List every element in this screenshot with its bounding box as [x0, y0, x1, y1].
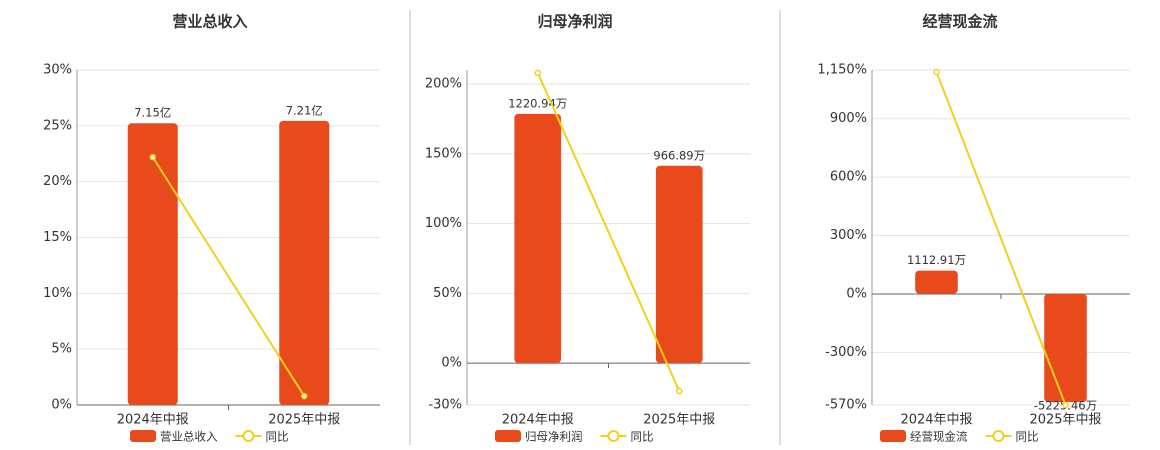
y-tick-label: 300% — [830, 228, 867, 243]
y-tick-label: 25% — [43, 118, 72, 133]
bar — [514, 113, 562, 364]
data-label: 1112.91万 — [907, 253, 966, 267]
y-tick-label: -300% — [825, 345, 867, 360]
legend-label: 营业总收入 — [160, 430, 218, 444]
y-tick-label: 100% — [425, 216, 462, 231]
y-tick-label: 1,150% — [817, 63, 867, 78]
bar — [655, 165, 703, 364]
line-point — [301, 392, 308, 400]
y-tick-label: 20% — [43, 174, 72, 189]
x-tick-label: 2025年中报 — [268, 413, 340, 428]
bar — [915, 270, 958, 294]
data-label: 7.15亿 — [134, 106, 171, 120]
line-point — [933, 68, 940, 76]
line — [151, 156, 306, 397]
legend-swatch — [130, 430, 156, 442]
data-label: 1220.94万 — [508, 96, 567, 110]
legend-point — [242, 430, 255, 442]
y-tick-label: 200% — [425, 76, 462, 91]
y-tick-label: 600% — [830, 170, 867, 185]
y-tick-label: 0% — [441, 356, 462, 371]
y-tick-label: 10% — [43, 286, 72, 301]
legend-swatch — [880, 430, 906, 442]
line — [536, 72, 681, 392]
legend-point — [607, 430, 620, 442]
y-tick-label: -30% — [428, 398, 462, 413]
y-tick-label: 15% — [43, 230, 72, 245]
x-tick-label: 2024年中报 — [900, 413, 972, 428]
line-point — [149, 153, 156, 161]
legend-swatch — [495, 430, 521, 442]
y-tick-label: 50% — [433, 286, 462, 301]
chart-title: 经营现金流 — [922, 13, 997, 31]
y-tick-label: 150% — [425, 146, 462, 161]
y-tick-label: -570% — [825, 398, 867, 413]
legend-label: 归母净利润 — [525, 430, 583, 444]
bar — [279, 120, 330, 405]
legend-label: 经营现金流 — [910, 430, 968, 444]
x-tick-label: 2024年中报 — [117, 413, 189, 428]
line-point — [1062, 401, 1069, 409]
line-point — [676, 387, 683, 395]
line — [935, 71, 1067, 406]
y-tick-label: 0% — [51, 398, 72, 413]
y-tick-label: 900% — [830, 111, 867, 126]
chart-title: 归母净利润 — [537, 13, 612, 31]
line-point — [534, 69, 541, 77]
chart-title: 营业总收入 — [172, 13, 247, 31]
legend-label: 同比 — [631, 430, 654, 444]
data-label: 966.89万 — [653, 148, 705, 162]
y-tick-label: 0% — [846, 286, 867, 301]
data-label: 7.21亿 — [286, 103, 323, 117]
legend-label: 同比 — [1016, 430, 1039, 444]
bar — [127, 123, 178, 406]
bar — [1044, 293, 1087, 403]
y-tick-label: 30% — [43, 63, 72, 78]
x-tick-label: 2024年中报 — [502, 413, 574, 428]
legend-point — [992, 430, 1005, 442]
x-tick-label: 2025年中报 — [643, 413, 715, 428]
legend-label: 同比 — [266, 430, 289, 444]
x-tick-label: 2025年中报 — [1029, 413, 1101, 428]
y-tick-label: 5% — [51, 342, 72, 357]
